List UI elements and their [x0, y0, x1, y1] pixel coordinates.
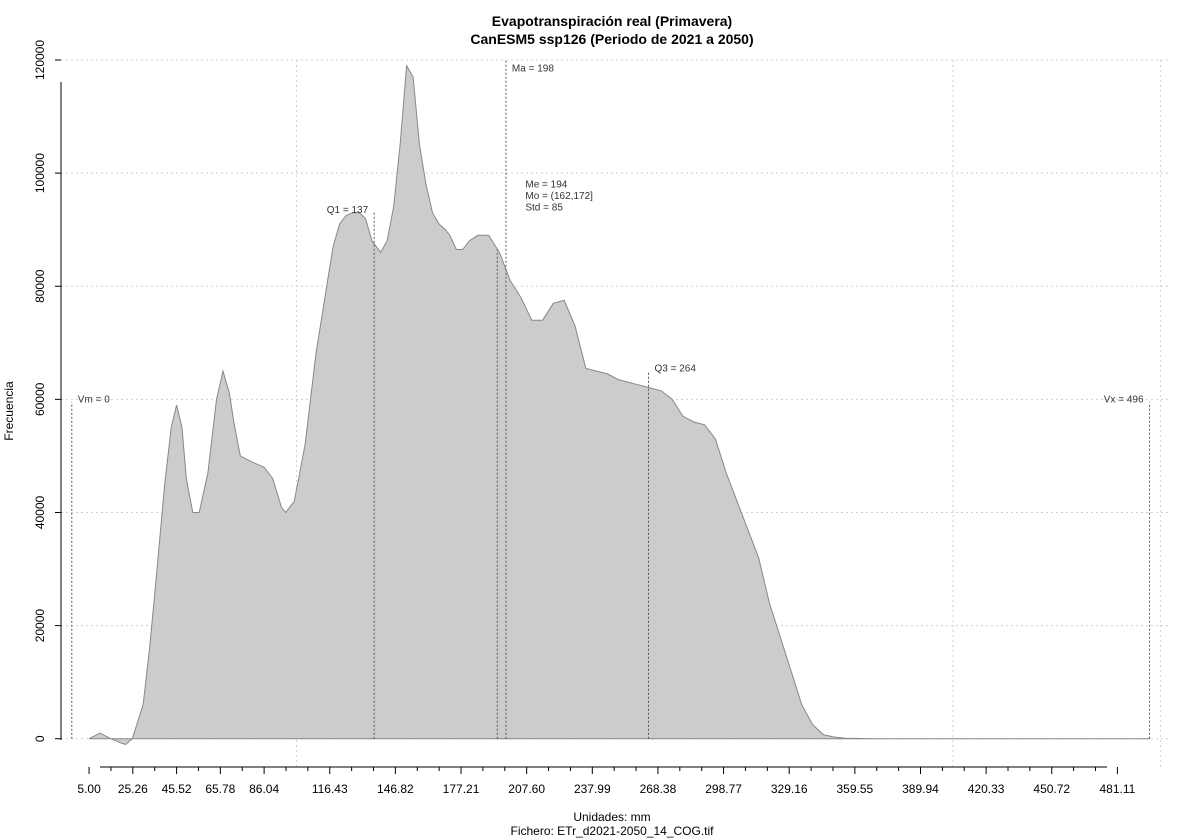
- x-tick-label: 237.99: [574, 782, 611, 796]
- y-tick-label: 60000: [33, 382, 47, 416]
- x-tick-label: 45.52: [162, 782, 192, 796]
- y-tick-label: 100000: [33, 153, 47, 193]
- file-caption: Fichero: ETr_d2021-2050_14_COG.tif: [511, 824, 715, 838]
- x-tick-label: 5.00: [77, 782, 101, 796]
- y-tick-label: 120000: [33, 40, 47, 80]
- x-tick-label: 86.04: [249, 782, 279, 796]
- x-tick-label: 420.33: [968, 782, 1005, 796]
- chart-subtitle: CanESM5 ssp126 (Periodo de 2021 a 2050): [470, 31, 753, 47]
- x-tick-label: 116.43: [312, 782, 348, 796]
- axes: [55, 59, 1118, 774]
- chart-text: Evapotranspiración real (Primavera) CanE…: [2, 13, 1144, 838]
- density-series: [88, 64, 1150, 745]
- stats-line: Mo = (162,172]: [525, 191, 593, 202]
- stats-line: Std = 85: [525, 202, 563, 213]
- x-tick-label: 146.82: [377, 782, 414, 796]
- vline-label-q3: Q3 = 264: [654, 363, 696, 374]
- y-tick-label: 20000: [33, 609, 47, 643]
- vline-label-vm: Vm = 0: [78, 394, 110, 405]
- x-tick-label: 389.94: [902, 782, 939, 796]
- y-tick-label: 40000: [33, 495, 47, 529]
- x-tick-label: 481.11: [1099, 782, 1135, 796]
- x-axis-title: Unidades: mm: [573, 810, 650, 824]
- x-tick-label: 177.21: [443, 782, 480, 796]
- x-tick-label: 450.72: [1033, 782, 1070, 796]
- reference-lines: [71, 60, 1151, 739]
- x-tick-label: 329.16: [771, 782, 808, 796]
- vline-label-q1: Q1 = 137: [327, 205, 369, 216]
- x-tick-label: 207.60: [508, 782, 545, 796]
- chart-title: Evapotranspiración real (Primavera): [492, 13, 732, 29]
- x-tick-label: 25.26: [118, 782, 148, 796]
- vline-label-ma: Ma = 198: [512, 63, 554, 74]
- x-tick-label: 359.55: [836, 782, 873, 796]
- y-tick-label: 80000: [33, 269, 47, 303]
- x-tick-label: 298.77: [705, 782, 742, 796]
- x-tick-label: 268.38: [640, 782, 677, 796]
- y-tick-label: 0: [33, 735, 47, 742]
- y-axis-title: Frecuencia: [2, 381, 16, 441]
- stats-line: Me = 194: [525, 179, 567, 190]
- x-tick-label: 65.78: [205, 782, 235, 796]
- vline-label-vx: Vx = 496: [1104, 394, 1144, 405]
- density-area: [88, 64, 1150, 745]
